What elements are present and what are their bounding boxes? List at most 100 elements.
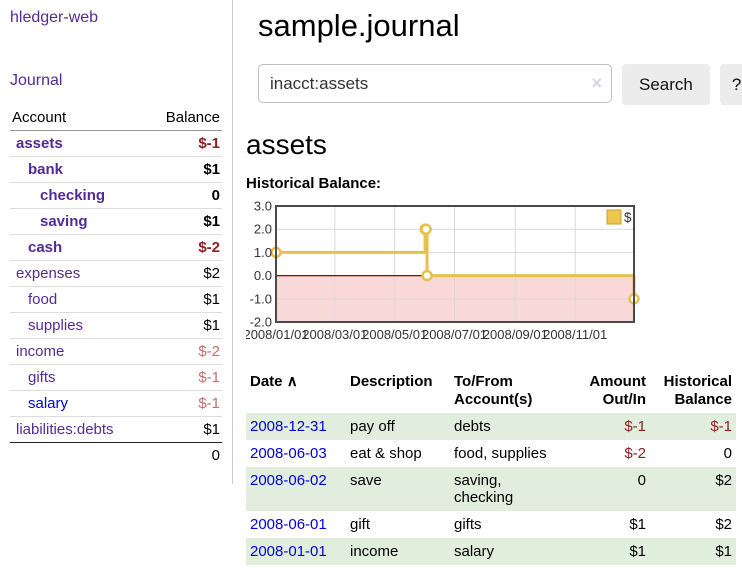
accounts-col-balance: Balance xyxy=(146,105,222,131)
account-balance: 0 xyxy=(146,182,222,209)
transaction-description: pay off xyxy=(350,418,395,435)
register-table-body: 2008-12-31 pay off debts $-1 $-1 2008-06-03 ea… xyxy=(246,413,736,565)
account-row: salary $-1 xyxy=(10,390,222,417)
account-balance: $-2 xyxy=(146,234,222,261)
chart-svg: 3.0 2.0 1.0 0.0 -1.0 -2.02008/01/012008/03/01… xyxy=(243,199,640,342)
account-link-cash[interactable]: cash xyxy=(28,239,63,256)
transaction-description: income xyxy=(350,543,399,560)
svg-text:2008/01/01: 2008/01/01 xyxy=(246,327,309,342)
transaction-accounts: saving, checking xyxy=(454,472,514,506)
brand-link[interactable]: hledger-web xyxy=(10,9,99,26)
account-row: income $-2 xyxy=(10,338,222,365)
transaction-amount: $-1 xyxy=(624,418,646,435)
transaction-accounts: salary xyxy=(454,543,495,560)
account-balance: $2 xyxy=(146,260,222,287)
transaction-amount: $-2 xyxy=(624,445,646,462)
account-row: bank $1 xyxy=(10,156,222,183)
account-row: gifts $-1 xyxy=(10,364,222,391)
transaction-description: eat & shop xyxy=(350,445,422,462)
transaction-amount: $1 xyxy=(629,516,646,533)
account-heading: assets xyxy=(246,129,327,160)
transaction-date-link[interactable]: 2008-06-01 xyxy=(250,516,327,533)
account-row: expenses $2 xyxy=(10,260,222,287)
account-row: cash $-2 xyxy=(10,234,222,261)
register-col-description: Description xyxy=(350,373,433,390)
account-link-assets[interactable]: assets xyxy=(16,135,63,152)
transaction-date-link[interactable]: 2008-01-01 xyxy=(250,543,327,560)
account-balance: $1 xyxy=(146,286,222,313)
transaction-amount: $1 xyxy=(629,543,646,560)
svg-text:$: $ xyxy=(624,210,632,225)
account-balance: $-2 xyxy=(146,338,222,365)
legend-swatch-icon xyxy=(606,209,622,225)
register-row: 2008-01-01 income salary $1 $1 xyxy=(246,538,736,565)
transaction-amount: 0 xyxy=(637,472,646,489)
account-balance: $1 xyxy=(146,312,222,339)
search-row: × Search ? xyxy=(258,64,742,105)
chart-title: Historical Balance: xyxy=(246,175,382,192)
accounts-table-body: assets $-1 bank $1 checking 0 saving $1 cash $-2 e… xyxy=(10,131,222,443)
account-link-salary[interactable]: salary xyxy=(28,395,69,412)
register-row: 2008-06-01 gift gifts $1 $2 xyxy=(246,511,736,538)
transaction-balance: $-1 xyxy=(710,418,732,435)
account-balance: $1 xyxy=(146,156,222,183)
historical-balance-chart: 3.0 2.0 1.0 0.0 -1.0 -2.0 2008/01/01 2008/03/01… xyxy=(243,198,742,355)
account-link-expenses[interactable]: expenses xyxy=(16,265,81,282)
account-link-gifts[interactable]: gifts xyxy=(28,369,56,386)
sidebar-item-journal[interactable]: Journal xyxy=(10,72,63,89)
transaction-description: gift xyxy=(350,516,371,533)
register-row: 2008-06-02 save saving, checking 0 $2 xyxy=(246,467,736,511)
svg-text:0.0: 0.0 xyxy=(254,268,272,283)
svg-text:1.0: 1.0 xyxy=(254,245,272,260)
accounts-table: Account Balance assets $-1 bank $1 checking 0… xyxy=(10,105,222,468)
account-balance: $1 xyxy=(146,416,222,443)
search-box: × xyxy=(258,64,612,105)
transaction-date-link[interactable]: 2008-12-31 xyxy=(250,418,327,435)
transaction-date-link[interactable]: 2008-06-03 xyxy=(250,445,327,462)
register-col-balance: Historical Balance xyxy=(663,373,732,408)
main-content: sample.journal × Search ? assets Histori… xyxy=(233,0,742,565)
account-link-saving[interactable]: saving xyxy=(40,213,88,230)
accounts-col-account: Account xyxy=(10,105,147,131)
svg-text:3.0: 3.0 xyxy=(254,199,272,214)
transaction-accounts: food, supplies xyxy=(454,445,547,462)
register-row: 2008-06-03 eat & shop food, supplies $-2 0 xyxy=(246,440,736,467)
svg-text:2008/07/01: 2008/07/01 xyxy=(422,327,487,342)
account-row: supplies $1 xyxy=(10,312,222,339)
transaction-balance: $2 xyxy=(715,472,732,489)
transaction-accounts: debts xyxy=(454,418,491,435)
svg-text:2.0: 2.0 xyxy=(254,222,272,237)
register-col-amount: Amount Out/In xyxy=(589,373,646,408)
clear-search-icon[interactable]: × xyxy=(591,73,602,93)
svg-text:-1.0: -1.0 xyxy=(250,291,272,306)
account-link-food[interactable]: food xyxy=(28,291,58,308)
account-row: saving $1 xyxy=(10,208,222,235)
transaction-date-link[interactable]: 2008-06-02 xyxy=(250,472,327,489)
account-link-bank[interactable]: bank xyxy=(28,161,64,178)
account-balance: $-1 xyxy=(146,364,222,391)
sidebar: hledger-web Journal Account Balance asse… xyxy=(0,0,233,484)
app-root: hledger-web Journal Account Balance asse… xyxy=(0,0,742,565)
transaction-balance: 0 xyxy=(723,445,732,462)
svg-text:2008/09/01: 2008/09/01 xyxy=(483,327,548,342)
accounts-total-value: 0 xyxy=(146,442,222,468)
account-row: liabilities:debts $1 xyxy=(10,416,222,443)
account-link-income[interactable]: income xyxy=(16,343,65,360)
account-row: food $1 xyxy=(10,286,222,313)
account-link-supplies[interactable]: supplies xyxy=(28,317,84,334)
account-balance: $-1 xyxy=(146,390,222,417)
help-button[interactable]: ? xyxy=(719,64,742,105)
accounts-total-row: 0 xyxy=(10,442,222,468)
transaction-balance: $2 xyxy=(715,516,732,533)
transaction-description: save xyxy=(350,472,382,489)
account-link-liabilities-debts[interactable]: liabilities:debts xyxy=(16,421,114,438)
search-input[interactable] xyxy=(258,64,612,103)
search-button[interactable]: Search xyxy=(622,64,710,105)
register-row: 2008-12-31 pay off debts $-1 $-1 xyxy=(246,413,736,440)
account-link-checking[interactable]: checking xyxy=(40,187,106,204)
register-col-date[interactable]: Date ∧ xyxy=(250,373,298,390)
svg-text:2008/03/01: 2008/03/01 xyxy=(302,327,367,342)
account-balance: $1 xyxy=(146,208,222,235)
svg-text:2008/05/01: 2008/05/01 xyxy=(362,327,427,342)
svg-text:2008/11/01: 2008/11/01 xyxy=(543,327,607,342)
